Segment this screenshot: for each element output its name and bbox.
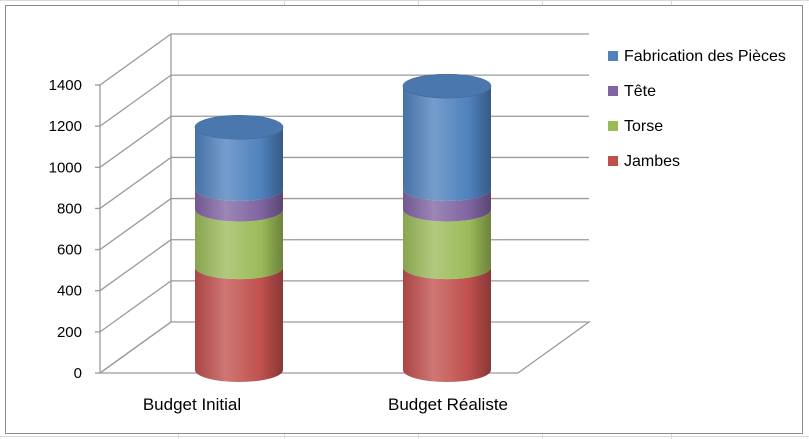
category-labels: Budget Initial Budget Réaliste — [143, 395, 508, 414]
gridline-side — [99, 115, 172, 168]
bar-body — [195, 188, 283, 222]
legend-item: Fabrication des Pièces — [608, 48, 786, 65]
legend-label: Tête — [624, 83, 656, 100]
legend-label: Jambes — [624, 153, 680, 170]
chart-walls — [95, 33, 592, 374]
y-tick-label: 1400 — [49, 77, 82, 94]
bar-top-cap — [402, 73, 492, 99]
bar-body — [403, 86, 491, 201]
bar-body — [195, 127, 283, 201]
bar-body — [403, 188, 491, 222]
bar-segment — [195, 188, 283, 222]
gridline-side — [99, 280, 172, 333]
legend-swatch — [608, 51, 618, 61]
legend-item: Torse — [608, 118, 663, 135]
y-tick-label: 1000 — [49, 159, 82, 176]
legend-swatch — [608, 121, 618, 131]
legend-label: Fabrication des Pièces — [624, 48, 786, 65]
y-tick-label: 400 — [57, 283, 82, 300]
gridline-side — [99, 74, 172, 127]
y-tick-label: 0 — [74, 365, 82, 382]
bar-segment — [194, 114, 284, 201]
bar-body — [403, 267, 491, 382]
legend-item: Tête — [608, 83, 656, 100]
bar-body — [403, 209, 491, 280]
legend-item: Jambes — [608, 153, 680, 170]
category-label: Budget Initial — [143, 395, 241, 414]
bars — [194, 73, 492, 382]
gridline-side — [99, 198, 172, 251]
y-tick-label: 200 — [57, 324, 82, 341]
legend-label: Torse — [624, 118, 663, 135]
gridline-side — [99, 321, 172, 374]
gridline-side — [99, 239, 172, 292]
y-tick-label: 800 — [57, 200, 82, 217]
category-label: Budget Réaliste — [388, 395, 508, 414]
legend-swatch — [608, 156, 618, 166]
bar-segment — [403, 188, 491, 222]
gridline-side — [99, 33, 172, 86]
bar-segment — [403, 209, 491, 280]
gridline-side — [99, 156, 172, 209]
y-axis-tick-labels: 0 200 400 600 800 1000 1200 1400 — [49, 77, 82, 382]
bar-segment — [195, 209, 283, 280]
bar-segment — [403, 267, 491, 382]
bar-top-cap — [194, 114, 284, 140]
bar-segment — [402, 73, 492, 201]
legend-swatch — [608, 86, 618, 96]
bar-segment — [195, 267, 283, 382]
y-tick-label: 1200 — [49, 118, 82, 135]
legend: Fabrication des Pièces Tête Torse Jambes — [608, 48, 786, 170]
bar-body — [195, 267, 283, 382]
y-tick-label: 600 — [57, 242, 82, 259]
bar-body — [195, 209, 283, 280]
